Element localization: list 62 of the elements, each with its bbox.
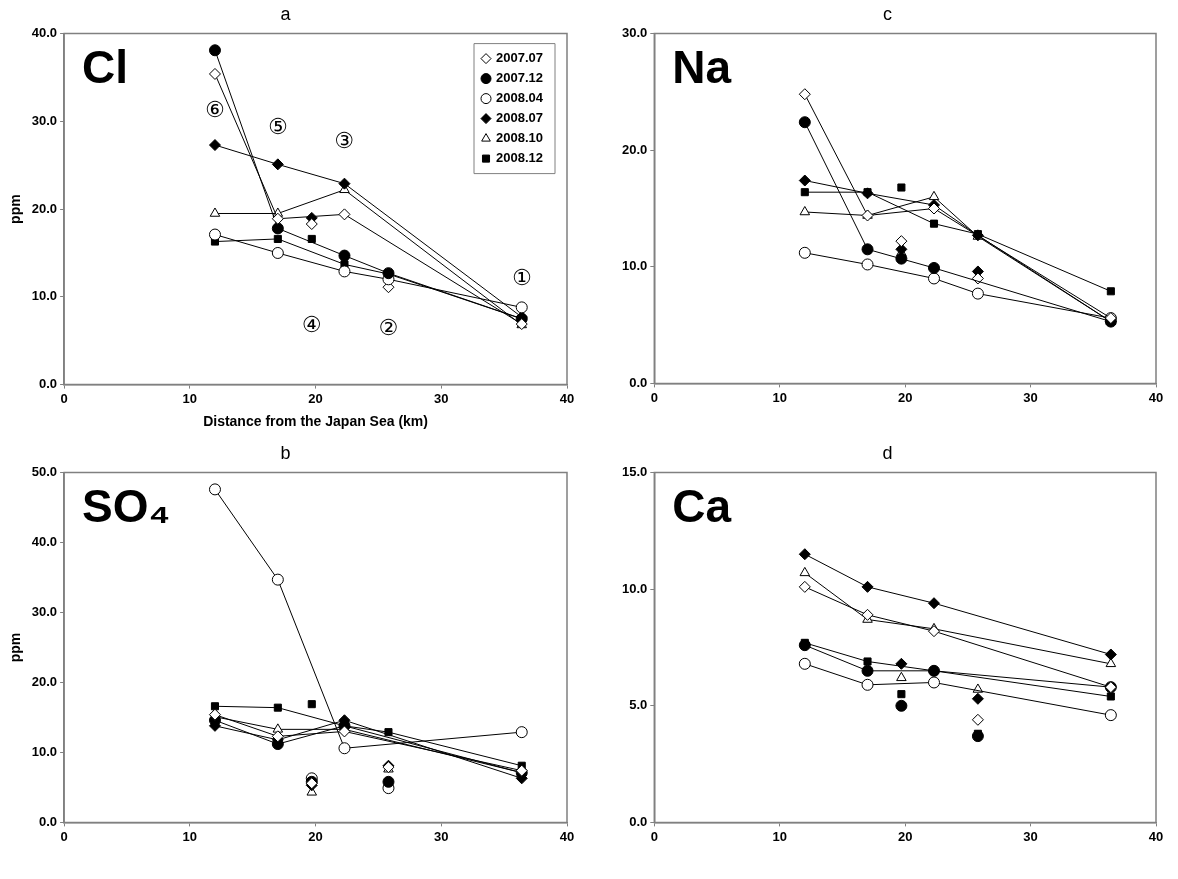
x-tick-label: 40: [559, 390, 575, 406]
x-tick-label: 0: [650, 389, 658, 405]
x-tick-label: 0: [60, 828, 68, 844]
x-tick-label: 0: [650, 828, 658, 844]
y-tick-label: 5.0: [629, 697, 648, 713]
x-tick-label: 10: [772, 389, 787, 405]
y-tick-label: 30.0: [621, 25, 648, 41]
legend-label: 2007.07: [496, 50, 544, 66]
chart-title: c: [883, 3, 892, 24]
y-tick-label: 0.0: [629, 374, 648, 390]
chart-title: d: [882, 442, 893, 463]
x-tick-label: 30: [1023, 828, 1038, 844]
legend-label: 2008.10: [496, 130, 544, 146]
annotation: ②: [378, 315, 399, 341]
y-tick-label: 10.0: [31, 288, 58, 304]
annotation: ④: [301, 311, 322, 337]
x-tick-label: 30: [434, 390, 449, 406]
x-tick-label: 10: [772, 828, 787, 844]
annotation: Na: [672, 41, 732, 94]
x-tick-label: 20: [897, 389, 913, 405]
annotation: ⑤: [267, 114, 288, 140]
x-tick-label: 40: [559, 828, 575, 844]
x-tick-label: 20: [308, 390, 323, 406]
annotation: Ca: [672, 480, 732, 533]
annotation: ①: [511, 265, 532, 291]
y-tick-label: 40.0: [31, 25, 58, 41]
y-tick-label: 10.0: [621, 258, 648, 274]
x-tick-label: 30: [1023, 389, 1038, 405]
annotation: ⑥: [205, 96, 225, 122]
y-tick-label: 10.0: [621, 580, 648, 596]
annotation: Cl: [82, 41, 129, 94]
y-tick-label: 0.0: [39, 813, 58, 829]
y-tick-label: 40.0: [31, 534, 58, 550]
x-tick-label: 10: [182, 828, 198, 844]
annotation: SO₄: [82, 480, 171, 533]
x-tick-label: 40: [1148, 389, 1164, 405]
y-tick-label: 30.0: [31, 112, 58, 128]
legend-label: 2007.12: [496, 70, 544, 86]
x-axis-title: Distance from the Japan Sea (km): [203, 413, 428, 430]
x-tick-label: 20: [308, 828, 323, 844]
chart-title: b: [280, 442, 291, 463]
chart-title: a: [280, 3, 292, 24]
y-tick-label: 20.0: [621, 141, 648, 157]
y-axis-title: ppm: [7, 632, 24, 663]
annotation: ③: [334, 128, 355, 154]
x-tick-label: 10: [182, 390, 198, 406]
y-tick-label: 0.0: [39, 376, 58, 392]
y-tick-label: 50.0: [31, 464, 58, 480]
legend-label: 2008.12: [496, 150, 544, 166]
y-tick-label: 10.0: [31, 744, 58, 760]
legend-label: 2008.04: [496, 90, 544, 106]
y-tick-label: 20.0: [31, 674, 58, 690]
y-tick-label: 15.0: [621, 464, 648, 480]
x-tick-label: 30: [434, 828, 449, 844]
y-tick-label: 0.0: [629, 813, 648, 829]
x-tick-label: 20: [897, 828, 913, 844]
x-tick-label: 40: [1148, 828, 1164, 844]
y-tick-label: 20.0: [31, 200, 58, 216]
legend-label: 2008.07: [496, 110, 544, 126]
y-tick-label: 30.0: [31, 604, 58, 620]
y-axis-title: ppm: [7, 194, 24, 224]
x-tick-label: 0: [60, 390, 68, 406]
